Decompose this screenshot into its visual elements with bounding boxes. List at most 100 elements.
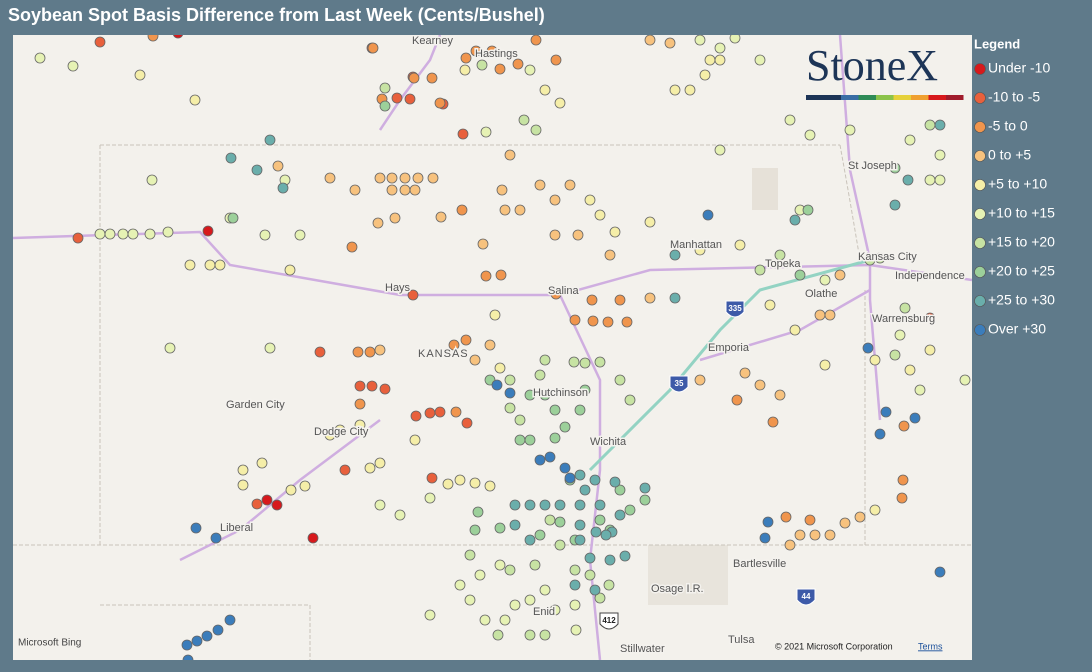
location-dot[interactable]: [739, 367, 751, 379]
location-dot[interactable]: [354, 398, 366, 410]
location-dot[interactable]: [767, 416, 779, 428]
location-dot[interactable]: [569, 314, 581, 326]
location-dot[interactable]: [499, 204, 511, 216]
location-dot[interactable]: [574, 519, 586, 531]
location-dot[interactable]: [924, 312, 936, 324]
location-dot[interactable]: [457, 128, 469, 140]
location-dot[interactable]: [354, 419, 366, 431]
location-dot[interactable]: [570, 624, 582, 636]
location-dot[interactable]: [600, 529, 612, 541]
location-dot[interactable]: [874, 252, 886, 264]
location-dot[interactable]: [764, 299, 776, 311]
location-dot[interactable]: [494, 362, 506, 374]
location-dot[interactable]: [530, 35, 542, 46]
location-dot[interactable]: [470, 45, 482, 57]
location-dot[interactable]: [408, 72, 420, 84]
location-dot[interactable]: [644, 216, 656, 228]
location-dot[interactable]: [204, 259, 216, 271]
location-dot[interactable]: [544, 514, 556, 526]
location-dot[interactable]: [285, 484, 297, 496]
location-dot[interactable]: [896, 492, 908, 504]
location-dot[interactable]: [898, 420, 910, 432]
location-dot[interactable]: [729, 33, 741, 44]
location-dot[interactable]: [614, 509, 626, 521]
location-dot[interactable]: [539, 84, 551, 96]
location-dot[interactable]: [34, 52, 46, 64]
location-dot[interactable]: [272, 160, 284, 172]
location-dot[interactable]: [794, 269, 806, 281]
location-dot[interactable]: [889, 199, 901, 211]
location-dot[interactable]: [539, 354, 551, 366]
location-dot[interactable]: [587, 315, 599, 327]
location-dot[interactable]: [495, 269, 507, 281]
location-dot[interactable]: [664, 37, 676, 49]
location-dot[interactable]: [549, 604, 561, 616]
location-dot[interactable]: [904, 134, 916, 146]
location-dot[interactable]: [814, 309, 826, 321]
location-dot[interactable]: [72, 232, 84, 244]
location-dot[interactable]: [564, 472, 576, 484]
location-dot[interactable]: [456, 204, 468, 216]
location-dot[interactable]: [227, 212, 239, 224]
location-dot[interactable]: [889, 162, 901, 174]
location-dot[interactable]: [579, 384, 591, 396]
location-dot[interactable]: [524, 534, 536, 546]
location-dot[interactable]: [299, 480, 311, 492]
location-dot[interactable]: [324, 429, 336, 441]
location-dot[interactable]: [284, 264, 296, 276]
location-dot[interactable]: [574, 469, 586, 481]
location-dot[interactable]: [869, 504, 881, 516]
location-dot[interactable]: [367, 42, 379, 54]
location-dot[interactable]: [579, 357, 591, 369]
location-dot[interactable]: [550, 288, 562, 300]
location-dot[interactable]: [614, 484, 626, 496]
location-dot[interactable]: [574, 499, 586, 511]
location-dot[interactable]: [496, 184, 508, 196]
location-dot[interactable]: [639, 482, 651, 494]
location-dot[interactable]: [602, 316, 614, 328]
location-dot[interactable]: [524, 434, 536, 446]
location-dot[interactable]: [147, 31, 159, 42]
location-dot[interactable]: [594, 356, 606, 368]
location-dot[interactable]: [334, 424, 346, 436]
location-dot[interactable]: [594, 209, 606, 221]
location-dot[interactable]: [346, 241, 358, 253]
location-dot[interactable]: [554, 539, 566, 551]
location-dot[interactable]: [529, 559, 541, 571]
location-dot[interactable]: [644, 292, 656, 304]
location-dot[interactable]: [201, 630, 213, 642]
location-dot[interactable]: [364, 462, 376, 474]
location-dot[interactable]: [426, 72, 438, 84]
location-dot[interactable]: [594, 592, 606, 604]
location-dot[interactable]: [694, 35, 706, 46]
location-dot[interactable]: [476, 59, 488, 71]
location-dot[interactable]: [839, 517, 851, 529]
location-dot[interactable]: [594, 514, 606, 526]
location-dot[interactable]: [191, 635, 203, 647]
location-dot[interactable]: [959, 374, 971, 386]
location-dot[interactable]: [589, 474, 601, 486]
location-dot[interactable]: [448, 339, 460, 351]
location-dot[interactable]: [524, 499, 536, 511]
location-dot[interactable]: [435, 211, 447, 223]
location-dot[interactable]: [899, 302, 911, 314]
location-dot[interactable]: [314, 346, 326, 358]
location-dot[interactable]: [669, 292, 681, 304]
location-dot[interactable]: [504, 387, 516, 399]
location-dot[interactable]: [731, 394, 743, 406]
location-dot[interactable]: [164, 342, 176, 354]
location-dot[interactable]: [534, 369, 546, 381]
location-dot[interactable]: [409, 434, 421, 446]
location-dot[interactable]: [391, 92, 403, 104]
location-dot[interactable]: [574, 534, 586, 546]
location-dot[interactable]: [339, 464, 351, 476]
location-dot[interactable]: [609, 476, 621, 488]
location-dot[interactable]: [624, 394, 636, 406]
location-dot[interactable]: [784, 114, 796, 126]
location-dot[interactable]: [251, 498, 263, 510]
location-dot[interactable]: [189, 94, 201, 106]
location-dot[interactable]: [549, 404, 561, 416]
location-dot[interactable]: [554, 499, 566, 511]
location-dot[interactable]: [469, 477, 481, 489]
location-dot[interactable]: [509, 599, 521, 611]
